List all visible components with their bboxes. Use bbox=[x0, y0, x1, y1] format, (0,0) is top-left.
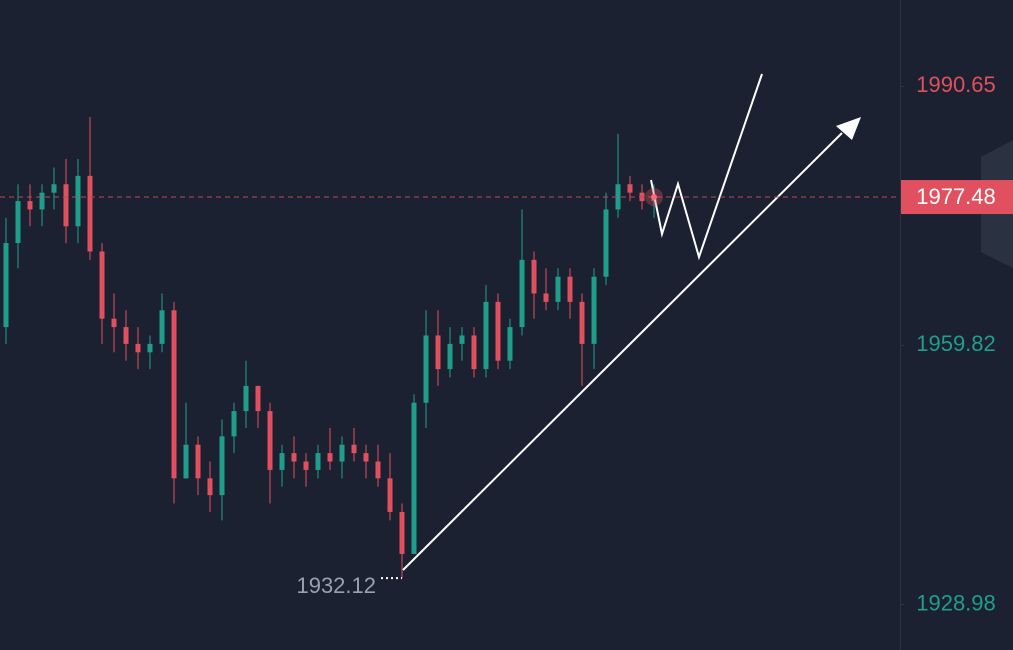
candle-body bbox=[279, 453, 285, 470]
y-tick-label: 1959.82 bbox=[916, 331, 996, 356]
candle-body bbox=[219, 436, 225, 496]
low-label: 1932.12 bbox=[296, 573, 376, 598]
candle-body bbox=[459, 335, 465, 344]
candle-body bbox=[627, 184, 633, 193]
y-tick-label: 1990.65 bbox=[916, 72, 996, 97]
arrow-head bbox=[836, 117, 861, 140]
candle-body bbox=[39, 192, 45, 210]
candle-body bbox=[111, 318, 117, 328]
candle-body bbox=[63, 184, 69, 227]
projection-path bbox=[650, 73, 763, 261]
candle-body bbox=[171, 310, 177, 479]
candle-body bbox=[135, 343, 141, 353]
candle-body bbox=[435, 335, 441, 370]
candle-body bbox=[267, 411, 273, 470]
candle-body bbox=[183, 444, 189, 479]
candle-body bbox=[363, 453, 369, 462]
candle-body bbox=[327, 453, 333, 462]
plot bbox=[3, 117, 657, 579]
trend-arrow bbox=[402, 132, 843, 571]
candle-body bbox=[123, 327, 129, 344]
candle-body bbox=[255, 385, 261, 412]
candle-body bbox=[27, 201, 33, 210]
candle-body bbox=[303, 461, 309, 470]
candle-body bbox=[75, 175, 81, 227]
candle-body bbox=[207, 478, 213, 496]
candle-body bbox=[243, 385, 249, 412]
candle-body bbox=[387, 478, 393, 512]
y-tick-label: 1928.98 bbox=[916, 590, 996, 615]
candle-body bbox=[603, 209, 609, 277]
candle-body bbox=[411, 402, 417, 554]
candle-body bbox=[591, 276, 597, 344]
candle-body bbox=[531, 259, 537, 294]
candle-body bbox=[159, 310, 165, 344]
candle-body bbox=[351, 444, 357, 454]
candle-body bbox=[483, 301, 489, 370]
candle-body bbox=[51, 184, 57, 193]
candle-body bbox=[147, 343, 153, 353]
candle-body bbox=[195, 444, 201, 479]
candle-body bbox=[615, 184, 621, 210]
candle-body bbox=[315, 453, 321, 470]
last-price-label: 1977.48 bbox=[916, 184, 996, 209]
candle-body bbox=[15, 201, 21, 244]
candle-body bbox=[3, 243, 9, 328]
candle-body bbox=[519, 259, 525, 328]
candle-body bbox=[507, 327, 513, 361]
last-price-dot bbox=[651, 194, 657, 201]
candle-body bbox=[87, 175, 93, 252]
candle-body bbox=[555, 276, 561, 302]
candle-body bbox=[579, 301, 585, 344]
candle-body bbox=[471, 335, 477, 370]
candle-body bbox=[423, 335, 429, 403]
candle-body bbox=[567, 276, 573, 302]
candle-body bbox=[399, 511, 405, 554]
candle-body bbox=[447, 343, 453, 370]
candle-body bbox=[375, 461, 381, 479]
candle-body bbox=[339, 444, 345, 462]
candle-body bbox=[495, 301, 501, 361]
candle-body bbox=[543, 293, 549, 302]
last-price-box bbox=[901, 180, 1013, 215]
candle-body bbox=[291, 453, 297, 462]
candle-body bbox=[99, 251, 105, 319]
candle-body bbox=[231, 411, 237, 437]
